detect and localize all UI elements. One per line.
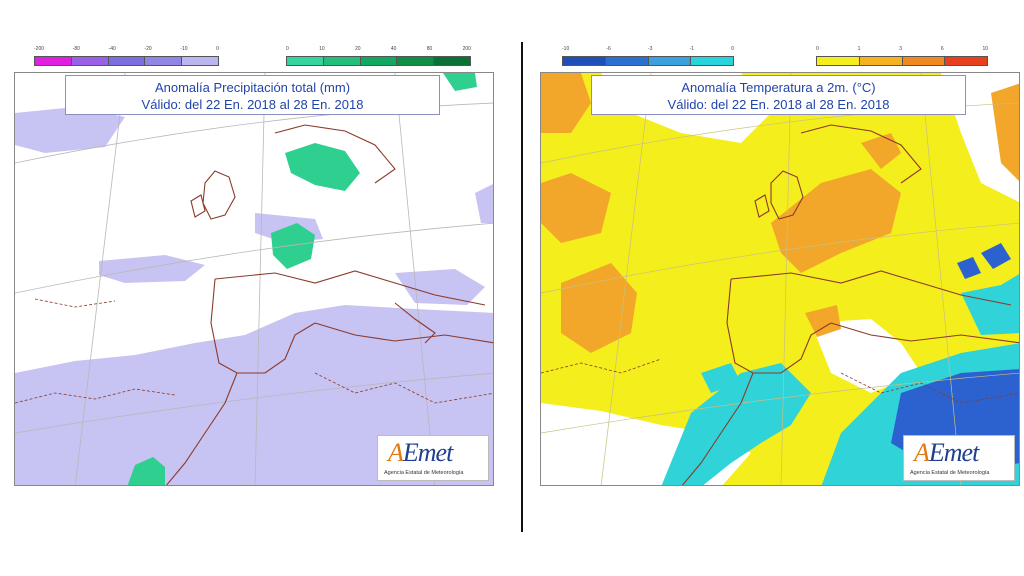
precip-positive-scale-ticks: 0 10 20 40 80 200 [286, 46, 471, 52]
temp-negative-tick-label: -6 [606, 46, 611, 52]
temp-positive-tick-label: 1 [857, 46, 861, 52]
precip-positive-tick-label: 20 [354, 46, 361, 52]
precip-positive-tick-label: 200 [462, 46, 471, 52]
precip-negative-swatch [108, 57, 146, 65]
precip-positive-swatch [397, 57, 435, 65]
aemet-logo: AEmet Agencia Estatal de Meteorología [377, 435, 489, 481]
temp-negative-tick-label: -10 [562, 46, 570, 52]
temperature-map-graphic [541, 73, 1019, 485]
aemet-subtitle: Agencia Estatal de Meteorología [384, 470, 464, 476]
precip-positive-swatch [323, 57, 361, 65]
temp-negative-swatch [648, 57, 692, 65]
temp-positive-tick-label: 6 [940, 46, 944, 52]
precip-negative-tick-label: -200 [34, 46, 45, 52]
temperature-map: Anomalía Temperatura a 2m. (°C) Válido: … [540, 72, 1020, 486]
precip-negative-scale: -200 -80 -40 -20 -10 0 [34, 44, 219, 66]
temp-title-line2: Válido: del 22 En. 2018 al 28 En. 2018 [667, 97, 890, 112]
temp-positive-scale-bar [816, 56, 988, 66]
temp-positive-swatch [859, 57, 903, 65]
aemet-wordmark: AEmet [914, 438, 979, 467]
temp-negative-scale-ticks: -10 -6 -3 -1 0 [562, 46, 734, 52]
temp-negative-tick-label: 0 [731, 46, 734, 52]
temp-positive-scale-ticks: 0 1 3 6 10 [816, 46, 988, 52]
precip-title-line1: Anomalía Precipitación total (mm) [154, 80, 351, 95]
precipitation-map: Anomalía Precipitación total (mm) Válido… [14, 72, 494, 486]
precip-positive-tick-label: 0 [286, 46, 289, 52]
precipitation-anomaly-panel: -200 -80 -40 -20 -10 0 0 10 20 40 80 200 [14, 44, 494, 491]
temp-positive-swatch [945, 57, 987, 65]
precip-positive-swatch [434, 57, 470, 65]
precip-positive-scale: 0 10 20 40 80 200 [286, 44, 471, 66]
temp-negative-swatch [563, 57, 606, 65]
temp-positive-swatch [817, 57, 860, 65]
precip-positive-swatch [360, 57, 398, 65]
precip-title-line2: Válido: del 22 En. 2018 al 28 En. 2018 [141, 97, 364, 112]
temp-negative-swatch [605, 57, 649, 65]
temperature-map-title: Anomalía Temperatura a 2m. (°C) Válido: … [591, 75, 966, 115]
precip-negative-tick-label: 0 [216, 46, 219, 52]
precip-negative-swatch [71, 57, 109, 65]
precip-negative-swatch [145, 57, 183, 65]
aemet-subtitle: Agencia Estatal de Meteorología [910, 470, 990, 476]
precip-positive-scale-bar [286, 56, 471, 66]
temp-negative-scale-bar [562, 56, 734, 66]
precip-positive-tick-label: 10 [319, 46, 325, 52]
temperature-anomaly-panel: -10 -6 -3 -1 0 0 1 3 6 10 [540, 44, 1020, 491]
precip-negative-tick-label: -10 [180, 46, 188, 52]
aemet-wordmark: AEmet [388, 438, 453, 467]
precip-positive-swatch [287, 57, 324, 65]
temp-title-line1: Anomalía Temperatura a 2m. (°C) [681, 80, 876, 95]
precip-negative-tick-label: -80 [72, 46, 80, 52]
temp-positive-swatch [902, 57, 946, 65]
panel-divider [521, 42, 523, 532]
precip-negative-scale-ticks: -200 -80 -40 -20 -10 0 [34, 46, 219, 52]
temp-negative-tick-label: -1 [689, 46, 695, 52]
precip-negative-swatch [35, 57, 72, 65]
precip-positive-tick-label: 80 [426, 46, 433, 52]
temp-negative-scale: -10 -6 -3 -1 0 [562, 44, 734, 66]
temp-positive-tick-label: 0 [816, 46, 819, 52]
precipitation-map-title: Anomalía Precipitación total (mm) Válido… [65, 75, 440, 115]
precip-negative-scale-bar [34, 56, 219, 66]
temp-positive-tick-label: 10 [982, 46, 988, 52]
precipitation-map-graphic [15, 73, 493, 485]
precip-negative-swatch [182, 57, 218, 65]
precip-positive-tick-label: 40 [390, 46, 397, 52]
precip-negative-tick-label: -20 [144, 46, 152, 52]
aemet-logo: AEmet Agencia Estatal de Meteorología [903, 435, 1015, 481]
temp-positive-tick-label: 3 [899, 46, 902, 52]
temp-negative-swatch [691, 57, 733, 65]
temp-positive-scale: 0 1 3 6 10 [816, 44, 988, 66]
precip-negative-tick-label: -40 [108, 46, 116, 52]
temp-negative-tick-label: -3 [648, 46, 653, 52]
